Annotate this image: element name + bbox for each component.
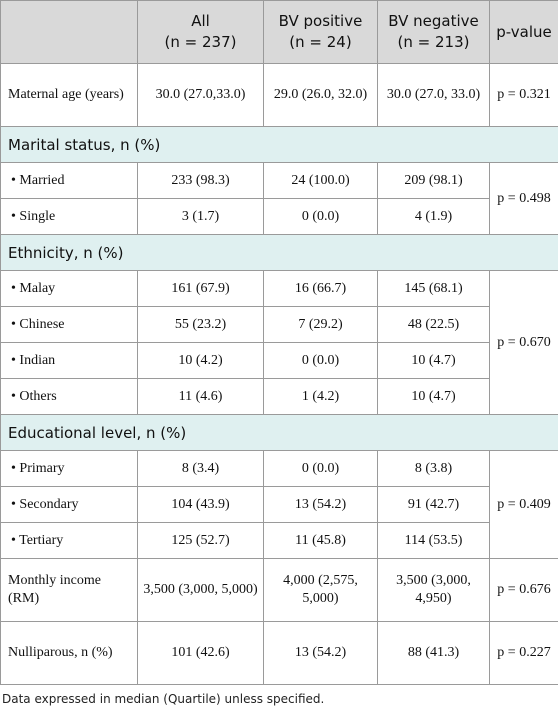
item-row: • Malay 161 (67.9) 16 (66.7) 145 (68.1) p = … [0, 270, 558, 415]
cell: 125 (52.7) [137, 522, 264, 559]
cell: 10 (4.7) [377, 342, 490, 379]
cell: 10 (4.2) [137, 342, 264, 379]
cell: 8 (3.8) [377, 450, 490, 487]
table-body: All (n = 237) BV positive (n = 24) BV negati… [0, 0, 558, 685]
header-name: BV positive [278, 12, 363, 30]
cell: 16 (66.7) [263, 270, 378, 307]
data-row: Nulliparous, n (%) 101 (42.6) 13 (54.2) 88 … [0, 621, 558, 685]
section-label: Educational level, n (%) [0, 414, 558, 451]
item-row: • Primary 8 (3.4) 0 (0.0) 8 (3.8) p = 0.409 [0, 450, 558, 559]
item-row: • Tertiary 125 (52.7) 11 (45.8) 114 (53.5) [0, 522, 558, 559]
cell: 91 (42.7) [377, 486, 490, 523]
p-value: p = 0.409 [489, 450, 558, 559]
cell: 30.0 (27.0,33.0) [137, 63, 264, 127]
cell: 55 (23.2) [137, 306, 264, 343]
cell: 209 (98.1) [377, 162, 490, 199]
p-value: p = 0.498 [489, 162, 558, 235]
section-label: Marital status, n (%) [0, 126, 558, 163]
cell: 29.0 (26.0, 32.0) [263, 63, 378, 127]
header-n: (n = 213) [397, 33, 470, 51]
cell: 233 (98.3) [137, 162, 264, 199]
cell: 13 (54.2) [263, 621, 378, 685]
cell: 114 (53.5) [377, 522, 490, 559]
header-cell [0, 0, 138, 64]
row-label: Nulliparous, n (%) [0, 621, 138, 685]
header-name: p-value [496, 22, 552, 41]
cell: 10 (4.7) [377, 378, 490, 415]
cell: 101 (42.6) [137, 621, 264, 685]
cell: 11 (45.8) [263, 522, 378, 559]
section-row: Marital status, n (%) [0, 126, 558, 163]
header-cell: BV negative (n = 213) [377, 0, 490, 64]
row-label: • Secondary [0, 486, 138, 523]
row-label: • Tertiary [0, 522, 138, 559]
row-label: Monthly income (RM) [0, 558, 138, 622]
cell: 3,500 (3,000, 5,000) [137, 558, 264, 622]
cell: 11 (4.6) [137, 378, 264, 415]
item-row: • Married 233 (98.3) 24 (100.0) 209 (98.1) p… [0, 162, 558, 235]
section-label: Ethnicity, n (%) [0, 234, 558, 271]
cell: 104 (43.9) [137, 486, 264, 523]
p-value: p = 0.676 [489, 558, 558, 622]
cell: 0 (0.0) [263, 450, 378, 487]
row-label: Maternal age (years) [0, 63, 138, 127]
p-value: p = 0.321 [489, 63, 558, 127]
cell: 161 (67.9) [137, 270, 264, 307]
cell: 30.0 (27.0, 33.0) [377, 63, 490, 127]
cell: 4 (1.9) [377, 198, 490, 235]
section-row: Ethnicity, n (%) [0, 234, 558, 271]
p-value: p = 0.670 [489, 270, 558, 415]
row-label: • Married [0, 162, 138, 199]
cell: 8 (3.4) [137, 450, 264, 487]
cell: 24 (100.0) [263, 162, 378, 199]
row-label: • Primary [0, 450, 138, 487]
header-cell: All (n = 237) [137, 0, 264, 64]
footnote: Data expressed in median (Quartile) unle… [2, 692, 325, 706]
data-row: Monthly income (RM) 3,500 (3,000, 5,000) 4… [0, 558, 558, 622]
item-row: • Secondary 104 (43.9) 13 (54.2) 91 (42.7) [0, 486, 558, 523]
item-row: • Single 3 (1.7) 0 (0.0) 4 (1.9) [0, 198, 558, 235]
item-row: • Others 11 (4.6) 1 (4.2) 10 (4.7) [0, 378, 558, 415]
cell: 48 (22.5) [377, 306, 490, 343]
cell: 145 (68.1) [377, 270, 490, 307]
data-row: Maternal age (years) 30.0 (27.0,33.0) 29.0… [0, 63, 558, 127]
header-cell: BV positive (n = 24) [263, 0, 378, 64]
table: All (n = 237) BV positive (n = 24) BV negati… [0, 0, 558, 685]
cell: 7 (29.2) [263, 306, 378, 343]
row-label: • Others [0, 378, 138, 415]
header-name: BV negative [388, 12, 479, 30]
header-row: All (n = 237) BV positive (n = 24) BV negati… [0, 0, 558, 64]
cell: 3 (1.7) [137, 198, 264, 235]
p-value: p = 0.227 [489, 621, 558, 685]
cell: 88 (41.3) [377, 621, 490, 685]
header-cell: p-value [489, 0, 558, 64]
row-label: • Chinese [0, 306, 138, 343]
header-n: (n = 237) [164, 33, 237, 51]
item-row: • Indian 10 (4.2) 0 (0.0) 10 (4.7) [0, 342, 558, 379]
section-row: Educational level, n (%) [0, 414, 558, 451]
item-row: • Chinese 55 (23.2) 7 (29.2) 48 (22.5) [0, 306, 558, 343]
header-name: All [191, 12, 210, 30]
row-label: • Indian [0, 342, 138, 379]
cell: 3,500 (3,000, 4,950) [377, 558, 490, 622]
cell: 1 (4.2) [263, 378, 378, 415]
cell: 0 (0.0) [263, 198, 378, 235]
cell: 4,000 (2,575, 5,000) [263, 558, 378, 622]
row-label: • Malay [0, 270, 138, 307]
header-n: (n = 24) [289, 33, 352, 51]
row-label: • Single [0, 198, 138, 235]
cell: 0 (0.0) [263, 342, 378, 379]
cell: 13 (54.2) [263, 486, 378, 523]
